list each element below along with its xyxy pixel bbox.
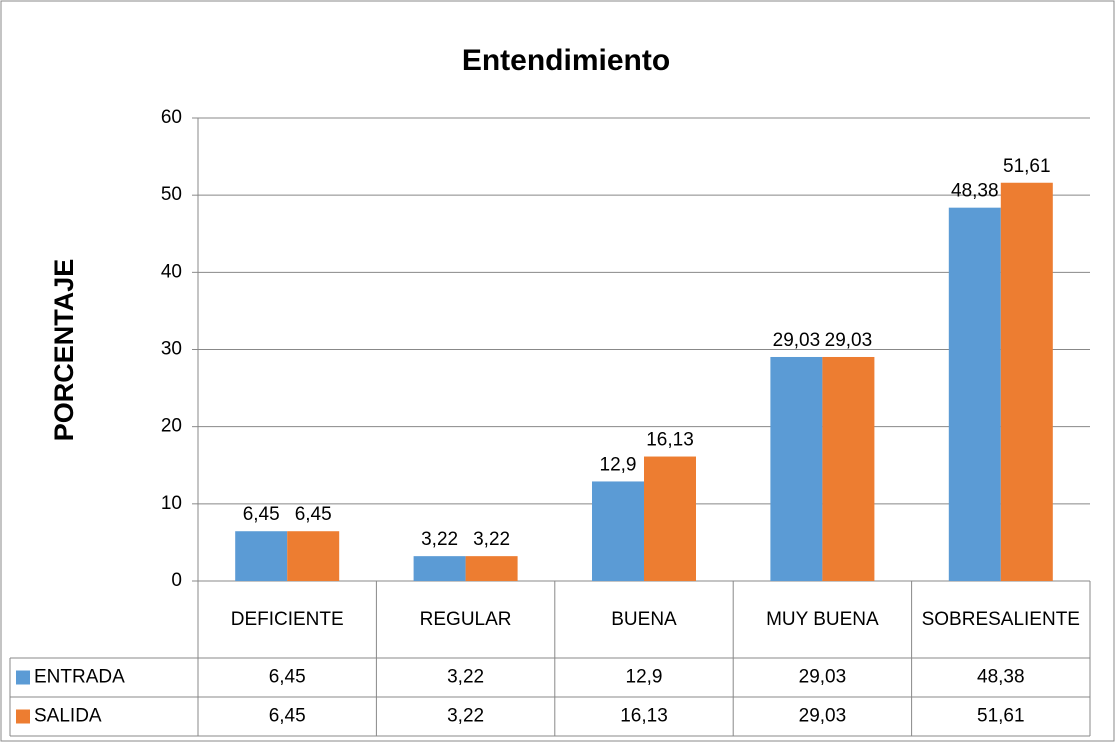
y-tick-label: 60 xyxy=(161,107,182,128)
bar xyxy=(413,556,466,581)
y-tick-label: 50 xyxy=(161,184,182,205)
bar xyxy=(822,356,875,581)
bar xyxy=(1000,182,1053,581)
category-cell: DEFICIENTE xyxy=(230,608,344,630)
data-label: 29,03 xyxy=(773,330,821,351)
data-label: 48,38 xyxy=(951,181,999,202)
y-tick-label: 10 xyxy=(161,493,182,514)
x-tick-label: DEFICIENTE xyxy=(230,608,344,630)
data-label: 6,45 xyxy=(243,504,280,525)
category-cell: REGULAR xyxy=(419,608,512,630)
chart-title: Entendimiento xyxy=(462,44,670,77)
y-tick-label: 30 xyxy=(161,339,182,360)
x-tick-label: BUENA xyxy=(611,608,677,630)
legend-label: ENTRADA xyxy=(34,667,125,688)
x-tick-label: MUY BUENA xyxy=(766,608,879,630)
table-cell: 3,22 xyxy=(447,706,484,727)
x-tick-label: REGULAR xyxy=(419,608,512,630)
category-cell: MUY BUENA xyxy=(766,608,879,630)
legend-key xyxy=(16,670,30,685)
bar xyxy=(948,207,1001,581)
table-cell: 12,9 xyxy=(626,667,663,688)
bar xyxy=(235,531,288,581)
y-axis-label: PORCENTAJE xyxy=(49,259,79,442)
y-tick-label: 40 xyxy=(161,261,182,282)
table-cell: 6,45 xyxy=(269,667,306,688)
bar xyxy=(644,456,696,581)
data-label: 3,22 xyxy=(421,529,458,550)
x-tick-label: SOBRESALIENTE xyxy=(921,608,1080,630)
table-cell: 6,45 xyxy=(269,706,306,727)
data-label: 29,03 xyxy=(825,330,873,351)
table-cell: 16,13 xyxy=(620,706,668,727)
table-cell: 3,22 xyxy=(447,667,484,688)
data-label: 3,22 xyxy=(473,529,510,550)
data-label: 51,61 xyxy=(1003,156,1051,177)
data-label: 16,13 xyxy=(646,430,694,451)
bar xyxy=(287,531,340,581)
table-cell: 29,03 xyxy=(799,667,847,688)
bar xyxy=(465,556,518,581)
data-label: 12,9 xyxy=(600,454,637,475)
legend-label: SALIDA xyxy=(34,706,102,727)
bar xyxy=(770,356,823,581)
bar xyxy=(592,481,644,581)
y-tick-label: 0 xyxy=(171,570,182,591)
category-cell: SOBRESALIENTE xyxy=(921,608,1080,630)
table-cell: 51,61 xyxy=(977,706,1025,727)
table-cell: 48,38 xyxy=(977,667,1025,688)
category-cell: BUENA xyxy=(611,608,677,630)
data-label: 6,45 xyxy=(295,504,332,525)
y-tick-label: 20 xyxy=(161,416,182,437)
table-cell: 29,03 xyxy=(799,706,847,727)
legend-key xyxy=(16,709,30,724)
